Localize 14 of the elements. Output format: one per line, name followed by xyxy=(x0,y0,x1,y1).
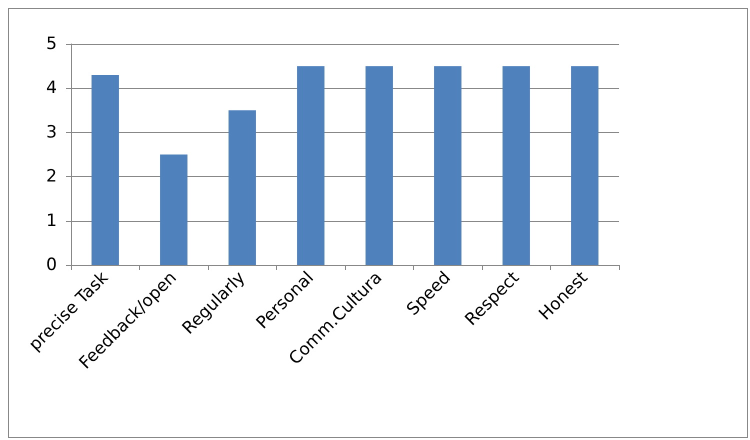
y-tick-label: 1 xyxy=(46,210,57,231)
y-tick-label: 5 xyxy=(46,34,57,54)
bar xyxy=(434,66,462,265)
y-tick-label: 4 xyxy=(46,78,57,98)
y-tick-label: 3 xyxy=(46,122,57,142)
bar xyxy=(160,154,188,265)
bar xyxy=(297,66,324,265)
bar xyxy=(366,66,393,265)
y-tick-label: 2 xyxy=(46,166,57,187)
bar xyxy=(571,66,598,265)
bar xyxy=(92,74,119,265)
bar xyxy=(228,110,256,265)
bar xyxy=(502,66,530,265)
y-tick-label: 0 xyxy=(46,255,57,275)
